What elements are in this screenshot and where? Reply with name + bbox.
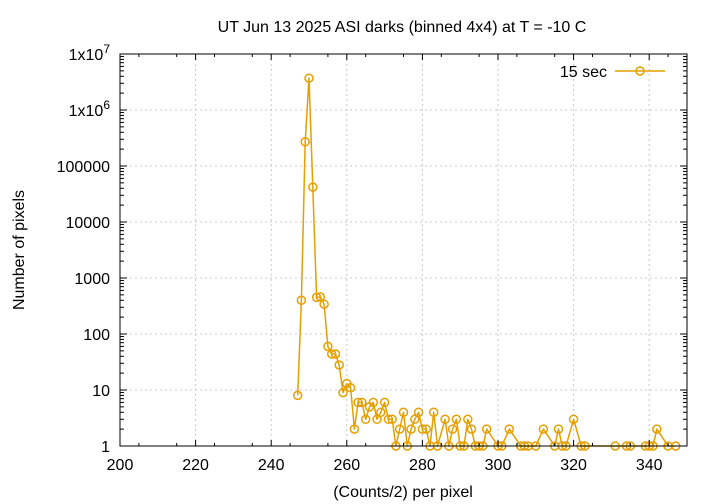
- data-point: [300, 137, 310, 147]
- data-point: [323, 341, 333, 352]
- data-point: [368, 397, 379, 408]
- data-point: [296, 295, 307, 306]
- data-point: [451, 414, 462, 425]
- data-point: [357, 397, 367, 408]
- series-line: [296, 77, 676, 447]
- x-tick-label: 340: [636, 457, 663, 474]
- data-point: [568, 414, 579, 425]
- data-point: [428, 407, 439, 418]
- x-tick-label: 320: [560, 457, 587, 474]
- data-point: [292, 390, 303, 401]
- y-tick-label: 100000: [57, 159, 110, 176]
- data-point: [315, 292, 326, 302]
- data-point: [319, 299, 329, 309]
- x-tick-label: 260: [333, 457, 360, 474]
- x-tick-label: 240: [258, 457, 285, 474]
- series-layer: [292, 73, 681, 451]
- grid: [120, 54, 687, 446]
- y-tick-label: 10000: [66, 215, 111, 232]
- legend: 15 sec: [560, 64, 665, 81]
- y-tick-label: 100: [83, 327, 110, 344]
- chart-title: UT Jun 13 2025 ASI darks (binned 4x4) at…: [218, 19, 587, 36]
- data-point: [349, 424, 360, 434]
- legend-label: 15 sec: [560, 64, 607, 81]
- data-point: [463, 414, 473, 425]
- data-point: [421, 424, 431, 434]
- data-point: [417, 424, 428, 434]
- data-point: [345, 382, 356, 393]
- data-point: [504, 424, 515, 434]
- data-point: [311, 292, 322, 303]
- data-point: [481, 424, 492, 434]
- data-point: [413, 407, 424, 418]
- y-tick-label: 1x106: [69, 98, 111, 120]
- data-point: [383, 414, 394, 425]
- y-tick-label: 1000: [74, 271, 110, 288]
- data-point: [353, 397, 363, 408]
- data-point: [372, 414, 382, 425]
- data-point: [406, 424, 416, 434]
- data-point: [466, 424, 477, 434]
- ticks: 200 220 240 260 280 300 320 340 1 10 100 1000 10000 1…: [57, 42, 687, 474]
- x-tick-label: 300: [485, 457, 512, 474]
- data-point: [538, 424, 549, 434]
- y-tick-label: 1x107: [69, 42, 111, 64]
- legend-marker: [635, 66, 645, 76]
- data-point: [338, 387, 348, 398]
- data-point: [447, 424, 458, 434]
- data-point: [304, 73, 314, 83]
- x-tick-label: 200: [107, 457, 134, 474]
- x-tick-label: 280: [409, 457, 436, 474]
- data-point: [440, 414, 450, 425]
- data-point: [410, 414, 420, 425]
- data-point: [326, 349, 337, 359]
- x-axis-label: (Counts/2) per pixel: [333, 484, 473, 501]
- data-point: [553, 424, 564, 434]
- data-point: [394, 424, 405, 434]
- data-point: [308, 182, 318, 192]
- data-point: [334, 360, 344, 370]
- data-point: [330, 349, 341, 359]
- data-point: [360, 414, 371, 425]
- plot-frame: [119, 53, 688, 447]
- data-point: [387, 414, 397, 425]
- data-point: [376, 407, 386, 418]
- data-point: [379, 397, 390, 408]
- y-tick-label: 1: [101, 439, 110, 456]
- y-tick-label: 10: [92, 383, 110, 400]
- data-point: [652, 424, 662, 434]
- x-tick-label: 220: [182, 457, 209, 474]
- y-axis-label: Number of pixels: [11, 190, 28, 310]
- data-point: [398, 407, 409, 418]
